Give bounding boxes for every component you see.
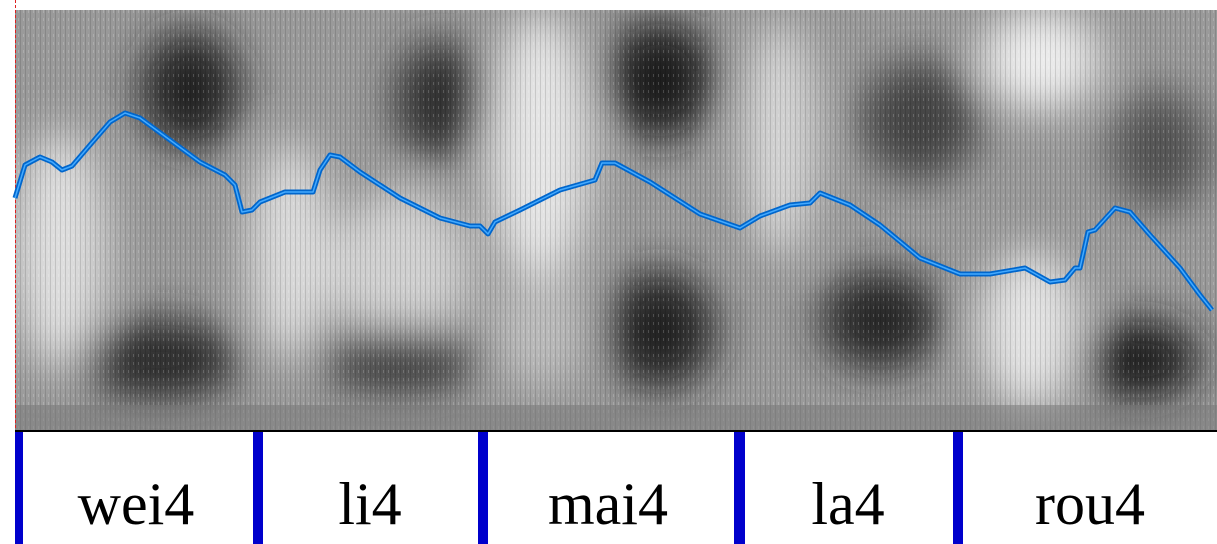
boundary xyxy=(734,432,745,544)
syllable: la4 xyxy=(811,471,884,537)
pitch-contour-highlight xyxy=(14,112,1213,311)
boundary xyxy=(478,432,488,544)
boundary xyxy=(253,432,263,544)
syllable: wei4 xyxy=(78,471,195,537)
syllable: mai4 xyxy=(548,471,668,537)
text-tier: wei4 li4 mai4 la4 rou4 xyxy=(0,430,1217,544)
tier-background xyxy=(0,430,1217,544)
boundary xyxy=(15,432,23,544)
syllable: li4 xyxy=(338,471,401,537)
boundary xyxy=(953,432,963,544)
syllable: rou4 xyxy=(1035,471,1145,537)
spectrogram xyxy=(15,10,1217,430)
